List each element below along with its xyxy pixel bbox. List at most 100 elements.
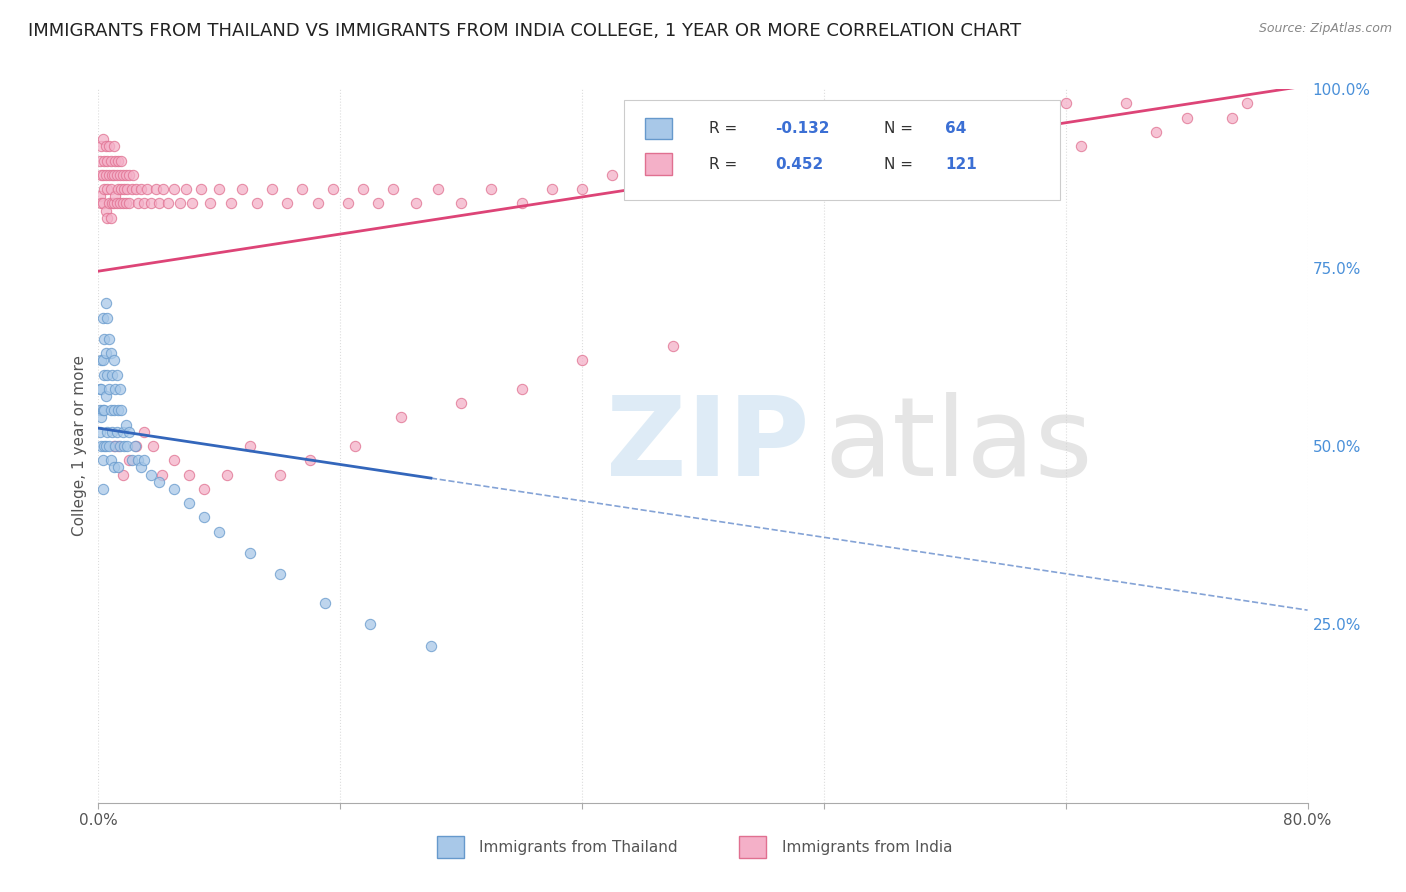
Immigrants from India <box>105 168 128 182</box>
Immigrants from Thailand <box>111 425 134 439</box>
Immigrants from India <box>163 182 186 196</box>
Immigrants from India <box>405 196 427 211</box>
Immigrants from India <box>156 196 179 211</box>
Immigrants from Thailand <box>127 453 149 467</box>
Immigrants from India <box>631 168 654 182</box>
Immigrants from Thailand <box>98 382 121 396</box>
Immigrants from Thailand <box>91 310 114 325</box>
Text: 0.452: 0.452 <box>776 157 824 171</box>
Immigrants from India <box>96 211 118 225</box>
Immigrants from Thailand <box>94 439 117 453</box>
Immigrants from Thailand <box>104 439 127 453</box>
Immigrants from India <box>141 196 163 211</box>
Immigrants from Thailand <box>269 567 291 582</box>
Immigrants from India <box>163 453 186 467</box>
Immigrants from India <box>110 153 132 168</box>
Immigrants from India <box>1070 139 1092 153</box>
Immigrants from India <box>344 439 367 453</box>
Immigrants from India <box>307 196 329 211</box>
Immigrants from India <box>90 196 112 211</box>
Immigrants from Thailand <box>163 482 186 496</box>
Immigrants from Thailand <box>124 439 146 453</box>
Immigrants from Thailand <box>100 453 122 467</box>
Immigrants from India <box>100 153 122 168</box>
Bar <box>645 153 672 175</box>
Immigrants from India <box>145 182 167 196</box>
Immigrants from India <box>142 439 165 453</box>
Immigrants from India <box>111 467 134 482</box>
Immigrants from India <box>90 139 112 153</box>
Immigrants from India <box>129 182 152 196</box>
Bar <box>437 837 464 858</box>
Immigrants from Thailand <box>98 332 121 346</box>
Immigrants from India <box>135 182 157 196</box>
Immigrants from India <box>89 153 111 168</box>
Immigrants from India <box>276 196 298 211</box>
Immigrants from India <box>190 182 212 196</box>
Immigrants from India <box>352 182 374 196</box>
Immigrants from India <box>813 139 835 153</box>
Immigrants from India <box>91 132 114 146</box>
Immigrants from India <box>148 196 170 211</box>
Immigrants from Thailand <box>91 403 114 417</box>
Immigrants from Thailand <box>360 617 382 632</box>
Immigrants from India <box>181 196 204 211</box>
Immigrants from Thailand <box>90 353 112 368</box>
Immigrants from India <box>107 153 129 168</box>
Immigrants from India <box>299 453 322 467</box>
Immigrants from India <box>132 425 155 439</box>
Text: N =: N = <box>884 121 918 136</box>
Immigrants from Thailand <box>91 482 114 496</box>
Immigrants from India <box>179 467 201 482</box>
Text: N =: N = <box>884 157 918 171</box>
Immigrants from Thailand <box>208 524 231 539</box>
Immigrants from Thailand <box>93 332 115 346</box>
Immigrants from India <box>873 125 896 139</box>
Immigrants from Thailand <box>90 439 112 453</box>
Immigrants from India <box>571 353 593 368</box>
Immigrants from Thailand <box>132 453 155 467</box>
Immigrants from India <box>934 111 956 125</box>
Immigrants from India <box>125 439 148 453</box>
Immigrants from Thailand <box>103 403 125 417</box>
Immigrants from India <box>150 467 173 482</box>
Immigrants from India <box>107 439 129 453</box>
Immigrants from Thailand <box>121 453 143 467</box>
Immigrants from India <box>269 467 291 482</box>
Immigrants from India <box>110 182 132 196</box>
Immigrants from India <box>215 467 238 482</box>
Immigrants from India <box>111 168 134 182</box>
Immigrants from India <box>98 168 121 182</box>
Text: Immigrants from Thailand: Immigrants from Thailand <box>479 839 678 855</box>
Immigrants from India <box>105 196 128 211</box>
Immigrants from India <box>94 139 117 153</box>
Immigrants from India <box>540 182 562 196</box>
Text: atlas: atlas <box>824 392 1092 500</box>
Immigrants from India <box>93 182 115 196</box>
Immigrants from India <box>676 153 699 168</box>
Immigrants from Thailand <box>96 425 118 439</box>
Text: Source: ZipAtlas.com: Source: ZipAtlas.com <box>1258 22 1392 36</box>
Immigrants from India <box>125 182 148 196</box>
Immigrants from India <box>101 168 124 182</box>
Immigrants from India <box>1115 96 1137 111</box>
Immigrants from India <box>108 168 131 182</box>
Immigrants from India <box>103 139 125 153</box>
Immigrants from India <box>152 182 174 196</box>
Immigrants from India <box>103 196 125 211</box>
Immigrants from India <box>1236 96 1258 111</box>
Immigrants from India <box>169 196 191 211</box>
Immigrants from Thailand <box>94 389 117 403</box>
Immigrants from Thailand <box>108 439 131 453</box>
Immigrants from India <box>208 182 231 196</box>
Immigrants from India <box>571 182 593 196</box>
Immigrants from India <box>108 196 131 211</box>
Immigrants from Thailand <box>96 368 118 382</box>
Immigrants from Thailand <box>89 382 111 396</box>
Text: R =: R = <box>709 157 742 171</box>
Immigrants from India <box>291 182 314 196</box>
Immigrants from India <box>193 482 215 496</box>
Immigrants from India <box>221 196 243 211</box>
Text: 121: 121 <box>945 157 977 171</box>
Immigrants from Thailand <box>94 346 117 360</box>
